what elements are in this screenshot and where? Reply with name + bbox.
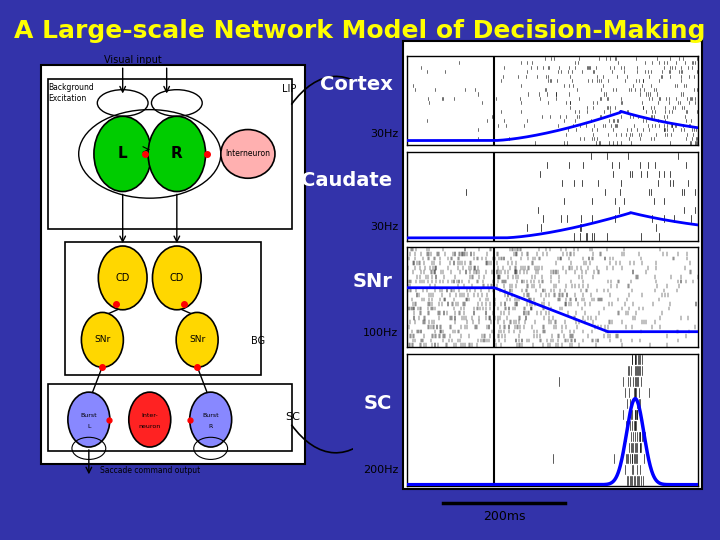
Text: L: L: [118, 146, 127, 161]
Text: neuron: neuron: [139, 424, 161, 429]
Circle shape: [68, 392, 110, 447]
Text: Inter-: Inter-: [141, 413, 158, 417]
Text: SC: SC: [285, 411, 300, 422]
Text: CD: CD: [115, 273, 130, 283]
Circle shape: [153, 246, 201, 310]
Circle shape: [176, 313, 218, 367]
Text: Burst: Burst: [202, 413, 219, 417]
Text: Saccade command output: Saccade command output: [99, 465, 200, 475]
Text: BG: BG: [251, 336, 266, 346]
Circle shape: [99, 246, 147, 310]
FancyBboxPatch shape: [48, 384, 292, 450]
Circle shape: [129, 392, 171, 447]
Text: Interneuron: Interneuron: [225, 150, 271, 158]
Text: SNr: SNr: [189, 335, 205, 345]
Text: R: R: [209, 424, 213, 429]
Circle shape: [81, 313, 123, 367]
Text: 100Hz: 100Hz: [363, 328, 398, 338]
Text: A Large-scale Network Model of Decision-Making: A Large-scale Network Model of Decision-…: [14, 19, 706, 43]
Text: LIP: LIP: [282, 84, 296, 94]
Text: SNr: SNr: [353, 272, 392, 291]
Text: 30Hz: 30Hz: [370, 222, 398, 232]
Circle shape: [94, 116, 151, 192]
Ellipse shape: [221, 130, 275, 178]
Text: 30Hz: 30Hz: [370, 129, 398, 139]
Text: SNr: SNr: [94, 335, 110, 345]
Text: Caudate: Caudate: [301, 171, 392, 190]
Text: Cortex: Cortex: [320, 75, 392, 94]
Circle shape: [148, 116, 206, 192]
Text: Visual input: Visual input: [104, 55, 162, 65]
Text: SC: SC: [364, 394, 392, 413]
FancyBboxPatch shape: [48, 79, 292, 229]
Text: 200Hz: 200Hz: [363, 465, 398, 475]
Text: Background
Excitation: Background Excitation: [48, 83, 94, 103]
FancyBboxPatch shape: [66, 242, 261, 375]
Text: CD: CD: [170, 273, 184, 283]
Text: L: L: [87, 424, 91, 429]
Circle shape: [189, 392, 232, 447]
Text: R: R: [171, 146, 183, 161]
Text: Burst: Burst: [81, 413, 97, 417]
FancyBboxPatch shape: [42, 65, 305, 464]
Text: 200ms: 200ms: [482, 510, 526, 523]
